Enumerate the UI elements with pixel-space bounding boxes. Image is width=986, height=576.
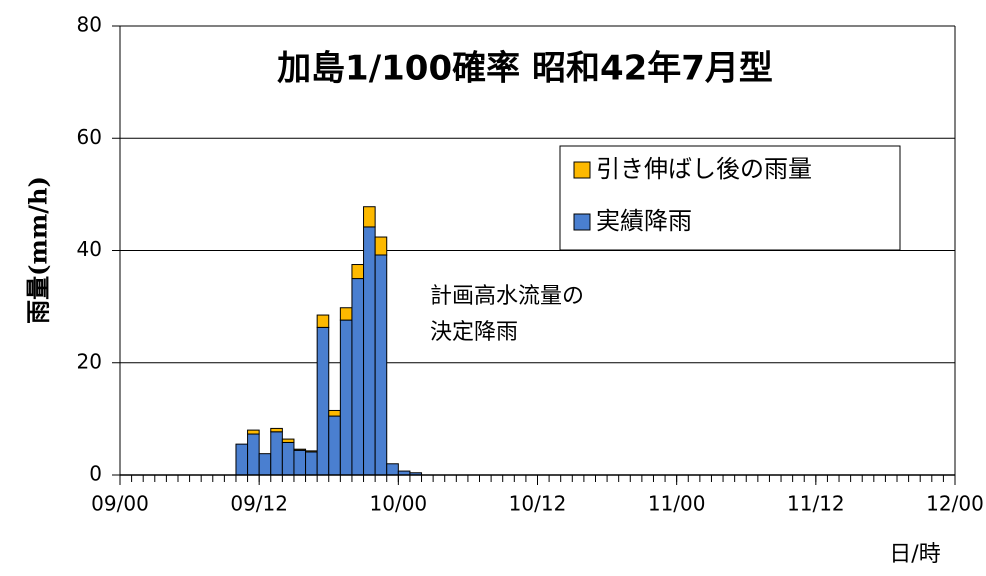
y-tick-label: 80 — [77, 13, 102, 37]
bar-segment — [363, 226, 376, 476]
x-tick-label: 12/00 — [926, 492, 984, 516]
x-tick-label: 09/12 — [230, 492, 288, 516]
bar-segment — [374, 236, 388, 256]
y-tick-label: 0 — [89, 462, 102, 486]
annotation: 計画高水流量の — [430, 284, 584, 309]
bar-segment — [270, 427, 283, 433]
y-tick-label: 60 — [77, 125, 102, 149]
bar-segment — [316, 326, 330, 476]
bar-segment — [374, 254, 388, 476]
y-tick-label: 40 — [77, 237, 102, 261]
x-tick-label: 10/00 — [370, 492, 428, 516]
x-tick-label: 10/12 — [509, 492, 567, 516]
legend-box — [559, 145, 901, 251]
bar-segment — [363, 206, 376, 228]
legend-label: 引き伸ばし後の雨量 — [596, 155, 812, 183]
x-tick-label: 11/00 — [648, 492, 706, 516]
bar-segment — [316, 314, 330, 328]
y-tick-label: 20 — [77, 349, 102, 373]
bar-segment — [293, 449, 307, 476]
chart-title: 加島1/100確率 昭和42年7月型 — [277, 49, 773, 89]
bar-segment — [386, 463, 399, 476]
bar-segment — [328, 409, 341, 417]
bar-segment — [339, 307, 353, 321]
bar-segment — [328, 415, 341, 476]
bar-segment — [305, 451, 318, 476]
x-tick-label: 11/12 — [787, 492, 845, 516]
x-axis-label: 日/時 — [889, 542, 940, 567]
legend-swatch — [573, 213, 591, 231]
bar-segment — [235, 443, 249, 476]
annotation: 決定降雨 — [430, 320, 518, 345]
legend-label: 実績降雨 — [596, 207, 692, 235]
y-axis-label: 雨量(mm/h) — [24, 176, 53, 324]
bar-segment — [351, 278, 365, 476]
bar-segment — [258, 453, 272, 476]
x-tick-label: 09/00 — [91, 492, 149, 516]
bar-segment — [293, 448, 307, 451]
bar-segment — [247, 433, 260, 476]
bar-segment — [270, 431, 283, 476]
legend-swatch — [573, 161, 591, 179]
bar-segment — [281, 438, 295, 443]
bar-segment — [339, 319, 353, 476]
bar-segment — [247, 429, 260, 435]
bar-segment — [305, 450, 318, 453]
bar-segment — [351, 264, 365, 280]
bar-segment — [281, 441, 295, 476]
